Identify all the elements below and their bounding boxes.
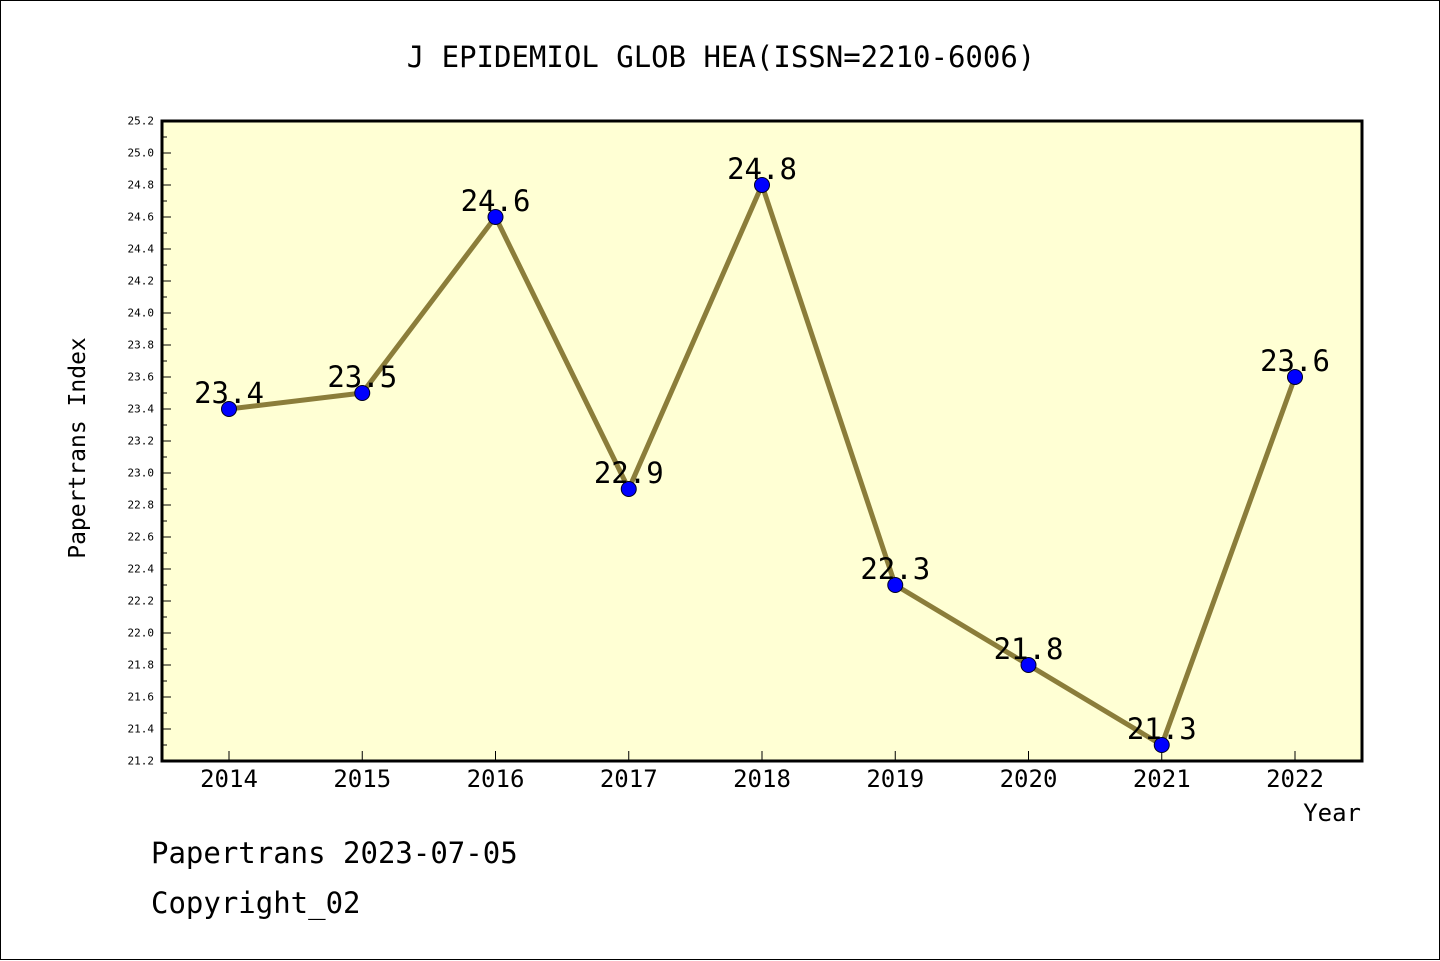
data-point	[620, 481, 637, 497]
y-tick-label: 23.2	[128, 435, 155, 448]
y-tick-label: 24.4	[128, 243, 155, 256]
data-point	[1287, 369, 1303, 385]
y-tick-label: 22.0	[128, 627, 155, 640]
data-point	[487, 209, 504, 225]
y-tick-label: 21.4	[128, 723, 155, 736]
x-tick-label: 2019	[866, 765, 924, 793]
y-tick-label: 23.4	[128, 403, 155, 416]
data-label: 23.4	[194, 376, 264, 410]
x-tick-label: 2015	[333, 765, 391, 793]
y-tick-label: 24.6	[128, 211, 155, 224]
data-label: 24.6	[461, 184, 531, 218]
y-tick-label: 23.8	[128, 339, 155, 352]
plot-area	[160, 119, 1364, 763]
data-point	[1153, 737, 1170, 753]
data-label: 21.3	[1127, 712, 1197, 746]
x-tick-label: 2014	[200, 765, 258, 793]
y-tick-label: 22.6	[128, 531, 155, 544]
data-point	[354, 385, 371, 401]
chart-title: J EPIDEMIOL GLOB HEA(ISSN=2210-6006)	[407, 40, 1036, 74]
data-labels: 23.4 23.5 24.6 22.9 24.8 22.3 21.8 21.3 23.6	[194, 152, 1330, 746]
y-tick-label: 23.6	[128, 371, 155, 384]
data-point	[887, 577, 904, 593]
y-tick-label: 25.0	[128, 147, 155, 160]
x-tick-label: 2021	[1133, 765, 1191, 793]
y-tick-label: 22.2	[128, 595, 155, 608]
y-tick-label: 24.2	[128, 275, 155, 288]
y-tick-label: 23.0	[128, 467, 155, 480]
data-label: 21.8	[994, 632, 1064, 666]
y-tick-label: 25.2	[128, 115, 155, 128]
y-tick-label: 24.8	[128, 179, 155, 192]
data-point	[1020, 657, 1037, 673]
footer-copyright-text: Copyright_02	[151, 886, 361, 920]
data-label: 24.8	[727, 152, 797, 186]
x-tick-label: 2018	[733, 765, 791, 793]
x-tick-label: 2017	[600, 765, 658, 793]
x-tick-label: 2016	[467, 765, 525, 793]
footer-date-text: Papertrans 2023-07-05	[151, 836, 518, 870]
y-tick-label: 22.4	[128, 563, 155, 576]
y-axis: 21.2 21.4 21.6 21.8 22.0 22.2 22.4 22.6 22.8 23.0…	[128, 115, 171, 768]
y-tick-label: 21.2	[128, 755, 155, 768]
data-point	[754, 177, 770, 193]
x-axis: 2014 2015 2016 2017 2018 2019 2020 2021 2022	[200, 751, 1324, 793]
x-axis-label: Year	[1303, 799, 1361, 827]
data-point	[221, 401, 237, 417]
data-label: 23.5	[327, 360, 397, 394]
data-label: 22.9	[594, 456, 664, 490]
x-tick-label: 2022	[1266, 765, 1324, 793]
y-tick-label: 24.0	[128, 307, 155, 320]
data-label: 23.6	[1260, 344, 1330, 378]
y-axis-label: Papertrans Index	[65, 337, 91, 559]
data-markers	[221, 177, 1303, 753]
data-label: 22.3	[860, 552, 930, 586]
y-tick-label: 21.6	[128, 691, 155, 704]
y-tick-label: 21.8	[128, 659, 155, 672]
y-tick-label: 22.8	[128, 499, 155, 512]
x-tick-label: 2020	[1000, 765, 1058, 793]
